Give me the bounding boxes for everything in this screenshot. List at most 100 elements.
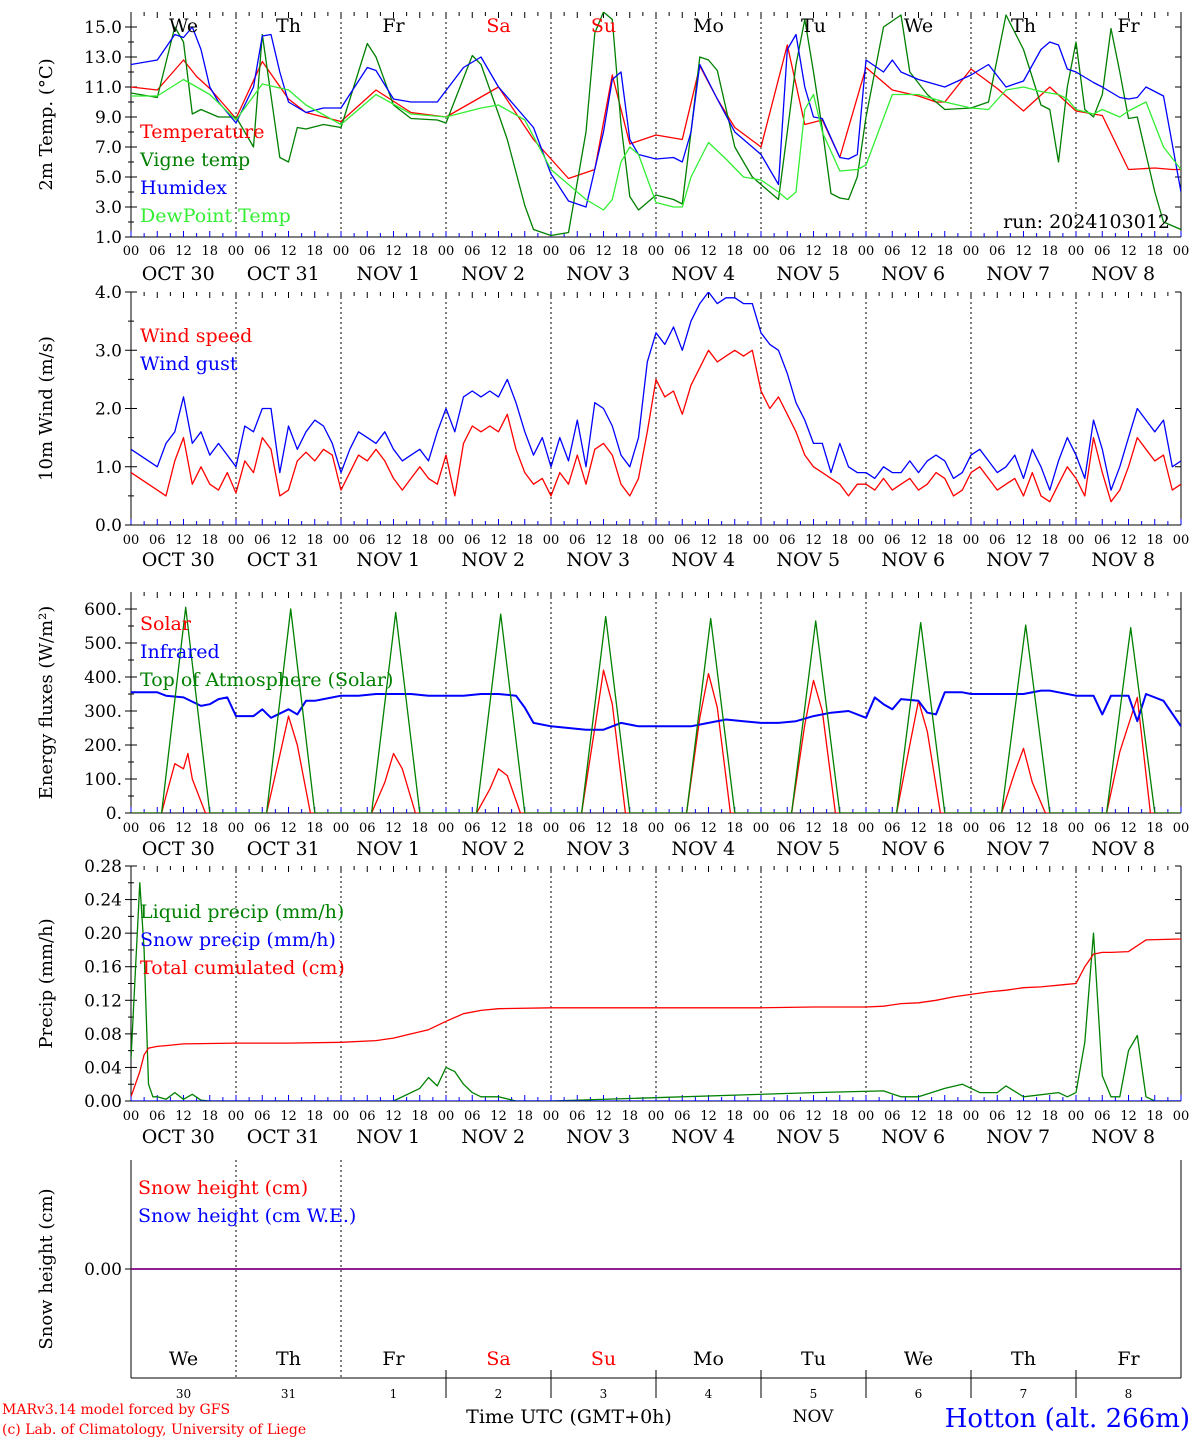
- hour-label: 12: [910, 821, 927, 836]
- y-axis-label: 10m Wind (m/s): [36, 336, 57, 481]
- hour-label: 12: [700, 244, 717, 259]
- bottom-day-number: 1: [390, 1387, 398, 1401]
- y-tick-label: 0.: [106, 804, 122, 824]
- bottom-day-number: 31: [281, 1387, 296, 1401]
- bottom-day-number: 7: [1020, 1387, 1028, 1401]
- hour-label: 18: [621, 821, 638, 836]
- hour-label: 00: [963, 821, 980, 836]
- hour-label: 12: [595, 533, 612, 548]
- hour-label: 12: [280, 244, 297, 259]
- y-tick-label: 0.24: [84, 891, 122, 911]
- bottom-day-number: 4: [705, 1387, 713, 1401]
- day-of-week-label: We: [904, 15, 933, 37]
- bottom-day-number: 30: [176, 1387, 191, 1401]
- y-tick-label: 5.0: [95, 168, 122, 188]
- y-tick-label: 500.: [84, 634, 122, 654]
- hour-label: 06: [674, 244, 691, 259]
- hour-label: 06: [254, 821, 271, 836]
- bottom-day-number: 2: [495, 1387, 503, 1401]
- hour-label: 00: [123, 821, 140, 836]
- hour-label: 00: [753, 244, 770, 259]
- hour-label: 06: [254, 1109, 271, 1124]
- hour-label: 00: [858, 821, 875, 836]
- hour-label: 12: [1015, 533, 1032, 548]
- hour-label: 12: [385, 821, 402, 836]
- date-label: NOV 3: [566, 838, 630, 860]
- hour-label: 00: [963, 1109, 980, 1124]
- hour-label: 18: [936, 244, 953, 259]
- date-label: NOV 1: [356, 838, 420, 860]
- hour-label: 06: [1094, 244, 1111, 259]
- hour-label: 12: [490, 533, 507, 548]
- legend-entry: Vigne temp: [139, 149, 250, 171]
- hour-label: 00: [543, 533, 560, 548]
- date-label: NOV 1: [356, 549, 420, 571]
- hour-label: 06: [1094, 1109, 1111, 1124]
- hour-label: 06: [569, 821, 586, 836]
- date-label: NOV 8: [1091, 549, 1155, 571]
- date-label: NOV 4: [671, 549, 735, 571]
- bottom-day-number: 6: [915, 1387, 923, 1401]
- hour-label: 12: [490, 244, 507, 259]
- day-of-week-label: We: [169, 15, 198, 37]
- hour-label: 00: [963, 533, 980, 548]
- hour-label: 18: [621, 244, 638, 259]
- date-label: NOV 6: [881, 838, 945, 860]
- y-tick-label: 0.00: [84, 1092, 122, 1112]
- hour-label: 06: [569, 1109, 586, 1124]
- hour-label: 00: [438, 244, 455, 259]
- hour-label: 18: [726, 533, 743, 548]
- legend-entry: Solar: [140, 613, 192, 635]
- date-label: OCT 30: [142, 263, 215, 285]
- hour-label: 06: [569, 533, 586, 548]
- hour-label: 00: [543, 821, 560, 836]
- hour-label: 12: [1120, 244, 1137, 259]
- y-tick-label: 300.: [84, 702, 122, 722]
- y-tick-label: 3.0: [95, 198, 122, 218]
- bottom-day-of-week: Mo: [693, 1348, 724, 1370]
- hour-label: 00: [438, 533, 455, 548]
- y-tick-label: 0.16: [84, 958, 122, 978]
- bottom-day-number: 5: [810, 1387, 818, 1401]
- hour-label: 18: [411, 821, 428, 836]
- date-label: OCT 31: [247, 549, 320, 571]
- day-of-week-label: Su: [591, 15, 616, 37]
- y-tick-label: 0.20: [84, 924, 122, 944]
- date-label: OCT 31: [247, 1126, 320, 1148]
- bottom-day-of-week: Tu: [801, 1348, 826, 1370]
- hour-label: 18: [936, 533, 953, 548]
- panel-4: 0.00 0.04 0.08 0.12 0.16 0.20 0.24 0.28 Precip (…: [36, 857, 1189, 1148]
- hour-label: 06: [1094, 533, 1111, 548]
- y-tick-label: 0.04: [84, 1058, 122, 1078]
- hour-label: 12: [385, 533, 402, 548]
- hour-label: 00: [753, 533, 770, 548]
- hour-label: 12: [1015, 1109, 1032, 1124]
- hour-label: 18: [411, 244, 428, 259]
- day-of-week-label: Th: [276, 15, 301, 37]
- day-of-week-label: Th: [1011, 15, 1036, 37]
- y-tick-label: 600.: [84, 600, 122, 620]
- series-line-total-cumulated-cm-: [131, 938, 1181, 1098]
- bottom-day-of-week: We: [904, 1348, 933, 1370]
- legend-entry: Infrared: [140, 641, 220, 663]
- hour-label: 00: [333, 821, 350, 836]
- hour-label: 00: [648, 1109, 665, 1124]
- hour-label: 12: [175, 1109, 192, 1124]
- bottom-day-number: 3: [600, 1387, 608, 1401]
- hour-label: 06: [779, 244, 796, 259]
- hour-label: 06: [884, 821, 901, 836]
- hour-label: 12: [595, 1109, 612, 1124]
- hour-label: 18: [306, 244, 323, 259]
- hour-label: 18: [411, 533, 428, 548]
- month-label: NOV: [793, 1407, 835, 1427]
- hour-label: 06: [674, 1109, 691, 1124]
- day-of-week-label: Mo: [693, 15, 724, 37]
- bottom-day-number: 8: [1125, 1387, 1133, 1401]
- hour-label: 18: [726, 821, 743, 836]
- hour-label: 12: [910, 533, 927, 548]
- hour-label: 06: [149, 821, 166, 836]
- hour-label: 12: [805, 533, 822, 548]
- hour-label: 00: [438, 821, 455, 836]
- hour-label: 00: [648, 244, 665, 259]
- legend-entry: Snow height (cm W.E.): [138, 1205, 356, 1227]
